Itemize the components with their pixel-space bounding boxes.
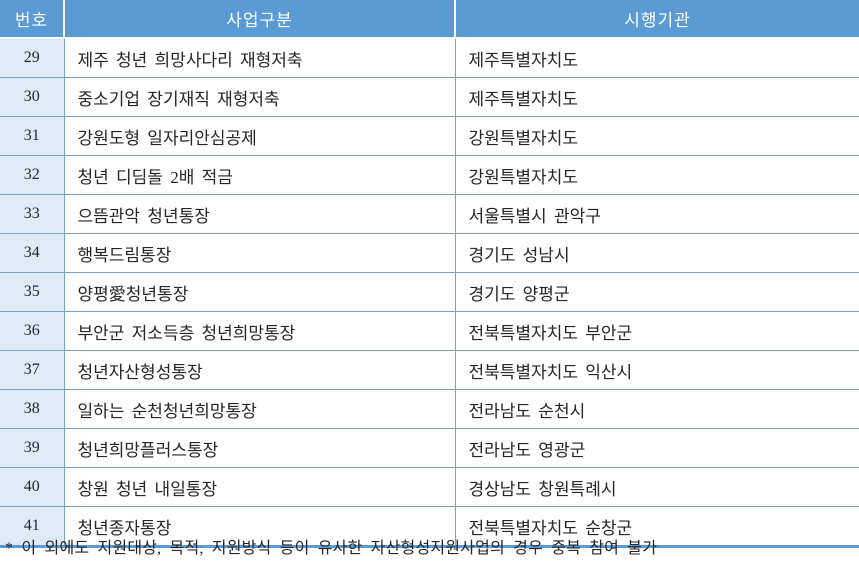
table-row: 29 제주 청년 희망사다리 재형저축 제주특별자치도 (0, 38, 859, 78)
footnote: * 이 외에도 지원대상, 목적, 지원방식 등이 유사한 자산형성지원사업의 … (5, 540, 658, 557)
program-name: 으뜸관악 청년통장 (64, 194, 456, 234)
table-row: 32 청년 디딤돌 2배 적금 강원특별자치도 (0, 155, 859, 195)
row-number: 34 (0, 233, 65, 273)
header-agency: 시행기관 (455, 0, 859, 39)
program-name: 행복드림통장 (64, 233, 456, 273)
program-name: 일하는 순천청년희망통장 (64, 389, 456, 429)
row-number: 31 (0, 116, 65, 156)
agency-name: 제주특별자치도 (455, 38, 859, 78)
row-number: 37 (0, 350, 65, 390)
program-name: 강원도형 일자리안심공제 (64, 116, 456, 156)
row-number: 33 (0, 194, 65, 234)
program-name: 청년자산형성통장 (64, 350, 456, 390)
agency-name: 강원특별자치도 (455, 116, 859, 156)
table-row: 36 부안군 저소득층 청년희망통장 전북특별자치도 부안군 (0, 311, 859, 351)
header-program: 사업구분 (64, 0, 456, 39)
row-number: 41 (0, 506, 65, 548)
header-number: 번호 (0, 0, 65, 39)
agency-name: 전북특별자치도 익산시 (455, 350, 859, 390)
agency-name: 경기도 성남시 (455, 233, 859, 273)
row-number: 38 (0, 389, 65, 429)
row-number: 30 (0, 77, 65, 117)
agency-name: 전북특별자치도 부안군 (455, 311, 859, 351)
agency-name: 제주특별자치도 (455, 77, 859, 117)
row-number: 32 (0, 155, 65, 195)
table-row: 38 일하는 순천청년희망통장 전라남도 순천시 (0, 389, 859, 429)
table-row: 30 중소기업 장기재직 재형저축 제주특별자치도 (0, 77, 859, 117)
agency-name: 강원특별자치도 (455, 155, 859, 195)
program-name: 창원 청년 내일통장 (64, 467, 456, 507)
agency-name: 경상남도 창원특례시 (455, 467, 859, 507)
agency-name: 전라남도 영광군 (455, 428, 859, 468)
row-number: 35 (0, 272, 65, 312)
row-number: 29 (0, 38, 65, 78)
table-row: 37 청년자산형성통장 전북특별자치도 익산시 (0, 350, 859, 390)
agency-name: 경기도 양평군 (455, 272, 859, 312)
table-header: 번호 사업구분 시행기관 (0, 0, 859, 39)
agency-name: 전북특별자치도 순창군 (455, 506, 859, 548)
program-name: 중소기업 장기재직 재형저축 (64, 77, 456, 117)
agency-name: 전라남도 순천시 (455, 389, 859, 429)
table-row: 41 청년종자통장 전북특별자치도 순창군 (0, 506, 859, 548)
table-row: 39 청년희망플러스통장 전라남도 영광군 (0, 428, 859, 468)
program-name: 제주 청년 희망사다리 재형저축 (64, 38, 456, 78)
program-name: 부안군 저소득층 청년희망통장 (64, 311, 456, 351)
table-row: 31 강원도형 일자리안심공제 강원특별자치도 (0, 116, 859, 156)
program-name: 청년희망플러스통장 (64, 428, 456, 468)
program-name: 청년 디딤돌 2배 적금 (64, 155, 456, 195)
program-table: 번호 사업구분 시행기관 29 제주 청년 희망사다리 재형저축 제주특별자치도… (0, 0, 859, 548)
table-row: 40 창원 청년 내일통장 경상남도 창원특례시 (0, 467, 859, 507)
row-number: 39 (0, 428, 65, 468)
program-name: 양평愛청년통장 (64, 272, 456, 312)
table-row: 35 양평愛청년통장 경기도 양평군 (0, 272, 859, 312)
row-number: 36 (0, 311, 65, 351)
table-row: 33 으뜸관악 청년통장 서울특별시 관악구 (0, 194, 859, 234)
row-number: 40 (0, 467, 65, 507)
agency-name: 서울특별시 관악구 (455, 194, 859, 234)
table-row: 34 행복드림통장 경기도 성남시 (0, 233, 859, 273)
program-name: 청년종자통장 (64, 506, 456, 548)
